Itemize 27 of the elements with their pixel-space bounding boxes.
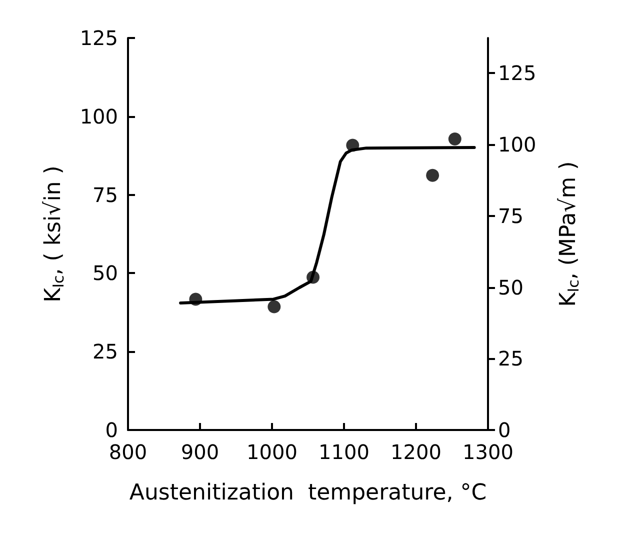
- point: [306, 270, 320, 284]
- point: [448, 132, 462, 146]
- y-tick-label: 0: [105, 418, 118, 442]
- y2-tick-label: 125: [498, 61, 536, 86]
- point: [268, 300, 281, 314]
- x-tick-label: 1000: [246, 440, 298, 464]
- y-tick-label: 25: [92, 340, 118, 364]
- y2-tick-label: 0: [498, 418, 511, 442]
- y2-tick-label: 25: [498, 346, 524, 371]
- x-tick-label: 900: [180, 440, 220, 464]
- y2-tick-label: 75: [498, 204, 524, 228]
- point: [189, 292, 202, 306]
- x-tick-label: 800: [108, 440, 148, 464]
- x-tick-label: 1300: [462, 440, 514, 464]
- x-axis-title: Austenitization temperature, °C: [129, 480, 487, 506]
- y-tick-label: 50: [92, 261, 118, 286]
- y-tick-label: 125: [80, 26, 118, 50]
- y2-tick-label: 100: [498, 132, 536, 157]
- y-tick-label: 100: [80, 104, 118, 128]
- y-axis-title: KIc, ( ksi√in ): [41, 166, 68, 302]
- y2-tick-label: 50: [498, 275, 524, 300]
- x-tick-label: 1200: [390, 440, 442, 464]
- point: [346, 138, 360, 152]
- y2-axis-title: KIc, (MPa√m ): [556, 161, 582, 307]
- point: [426, 168, 440, 182]
- x-tick-label: 1100: [318, 440, 370, 464]
- y-tick-label: 75: [92, 182, 118, 207]
